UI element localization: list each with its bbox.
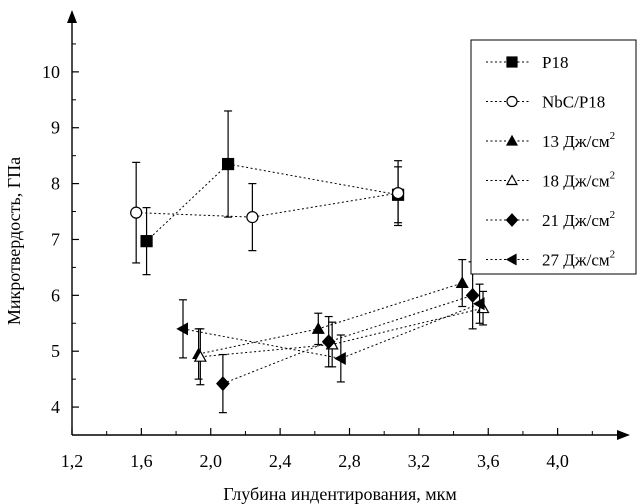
y-tick-label: 10 bbox=[42, 62, 60, 82]
legend-marker bbox=[505, 253, 517, 266]
legend-item: 27 Дж/см2 bbox=[486, 249, 615, 270]
legend-label: 13 Дж/см2 bbox=[542, 130, 615, 151]
data-point bbox=[321, 334, 336, 350]
series-6 bbox=[176, 283, 485, 383]
x-tick-label: 1,2 bbox=[61, 451, 84, 471]
y-tick-label: 4 bbox=[51, 397, 60, 417]
data-point bbox=[391, 186, 405, 200]
ticks: 1,2 1,6 2,0 2,4 2,8 3,2 3,6 4,0 4 5 6 7 8 9 10 bbox=[42, 43, 593, 471]
x-axis-arrow bbox=[617, 430, 630, 440]
legend-label: 21 Дж/см2 bbox=[542, 209, 615, 230]
data-point bbox=[221, 157, 235, 171]
series-3 bbox=[192, 258, 469, 380]
x-tick-label: 2,0 bbox=[200, 451, 223, 471]
x-tick-label: 3,6 bbox=[477, 451, 500, 471]
x-axis-label: Глубина индентирования, мкм bbox=[223, 484, 457, 504]
data-point bbox=[472, 297, 485, 311]
legend-item: NbC/P18 bbox=[486, 93, 605, 112]
legend-label: 27 Дж/см2 bbox=[542, 249, 615, 270]
x-tick-label: 2,4 bbox=[269, 451, 292, 471]
y-tick-label: 6 bbox=[51, 285, 60, 305]
legend-item: 21 Дж/см2 bbox=[486, 209, 615, 230]
axes bbox=[67, 10, 630, 440]
data-point bbox=[130, 206, 143, 219]
legend-marker bbox=[506, 56, 518, 68]
series-layer bbox=[130, 110, 490, 414]
legend-label: 18 Дж/см2 bbox=[542, 170, 615, 191]
series-4 bbox=[193, 290, 490, 386]
series-5 bbox=[216, 261, 480, 414]
x-tick-label: 1,6 bbox=[130, 451, 153, 471]
legend: P18 NbC/P18 13 Дж/см2 18 Дж/см2 21 Дж/см2 27 … bbox=[470, 39, 637, 275]
y-axis-label: Микротвердость, ГПа bbox=[4, 157, 24, 325]
legend-marker bbox=[505, 134, 519, 146]
data-point bbox=[465, 287, 480, 303]
data-point bbox=[246, 211, 259, 224]
data-point bbox=[334, 351, 346, 365]
data-point bbox=[193, 350, 207, 362]
y-tick-label: 7 bbox=[51, 229, 60, 249]
legend-marker bbox=[506, 95, 518, 108]
series-line bbox=[136, 192, 399, 218]
x-tick-label: 3,2 bbox=[408, 451, 431, 471]
series-2 bbox=[130, 160, 405, 264]
data-point bbox=[176, 322, 188, 336]
x-tick-label: 2,8 bbox=[338, 451, 361, 471]
data-point bbox=[140, 235, 153, 248]
series-line bbox=[200, 307, 484, 358]
series-line bbox=[146, 163, 399, 242]
legend-label: P18 bbox=[542, 53, 568, 72]
series-line bbox=[182, 303, 480, 359]
x-tick-label: 4,0 bbox=[546, 451, 569, 471]
data-point bbox=[216, 376, 230, 392]
series-1 bbox=[140, 110, 405, 276]
legend-marker bbox=[505, 174, 519, 186]
legend-marker bbox=[505, 213, 519, 227]
legend-item: P18 bbox=[486, 53, 568, 72]
y-tick-label: 8 bbox=[51, 174, 60, 194]
legend-label: NbC/P18 bbox=[542, 93, 605, 112]
data-point bbox=[311, 322, 325, 334]
legend-item: 18 Дж/см2 bbox=[486, 170, 615, 191]
y-axis-arrow bbox=[67, 10, 77, 23]
legend-box bbox=[470, 39, 637, 275]
data-point bbox=[455, 276, 469, 289]
series-line bbox=[222, 294, 473, 385]
y-tick-label: 9 bbox=[51, 118, 60, 138]
y-tick-label: 5 bbox=[51, 341, 60, 361]
legend-item: 13 Дж/см2 bbox=[486, 130, 615, 151]
